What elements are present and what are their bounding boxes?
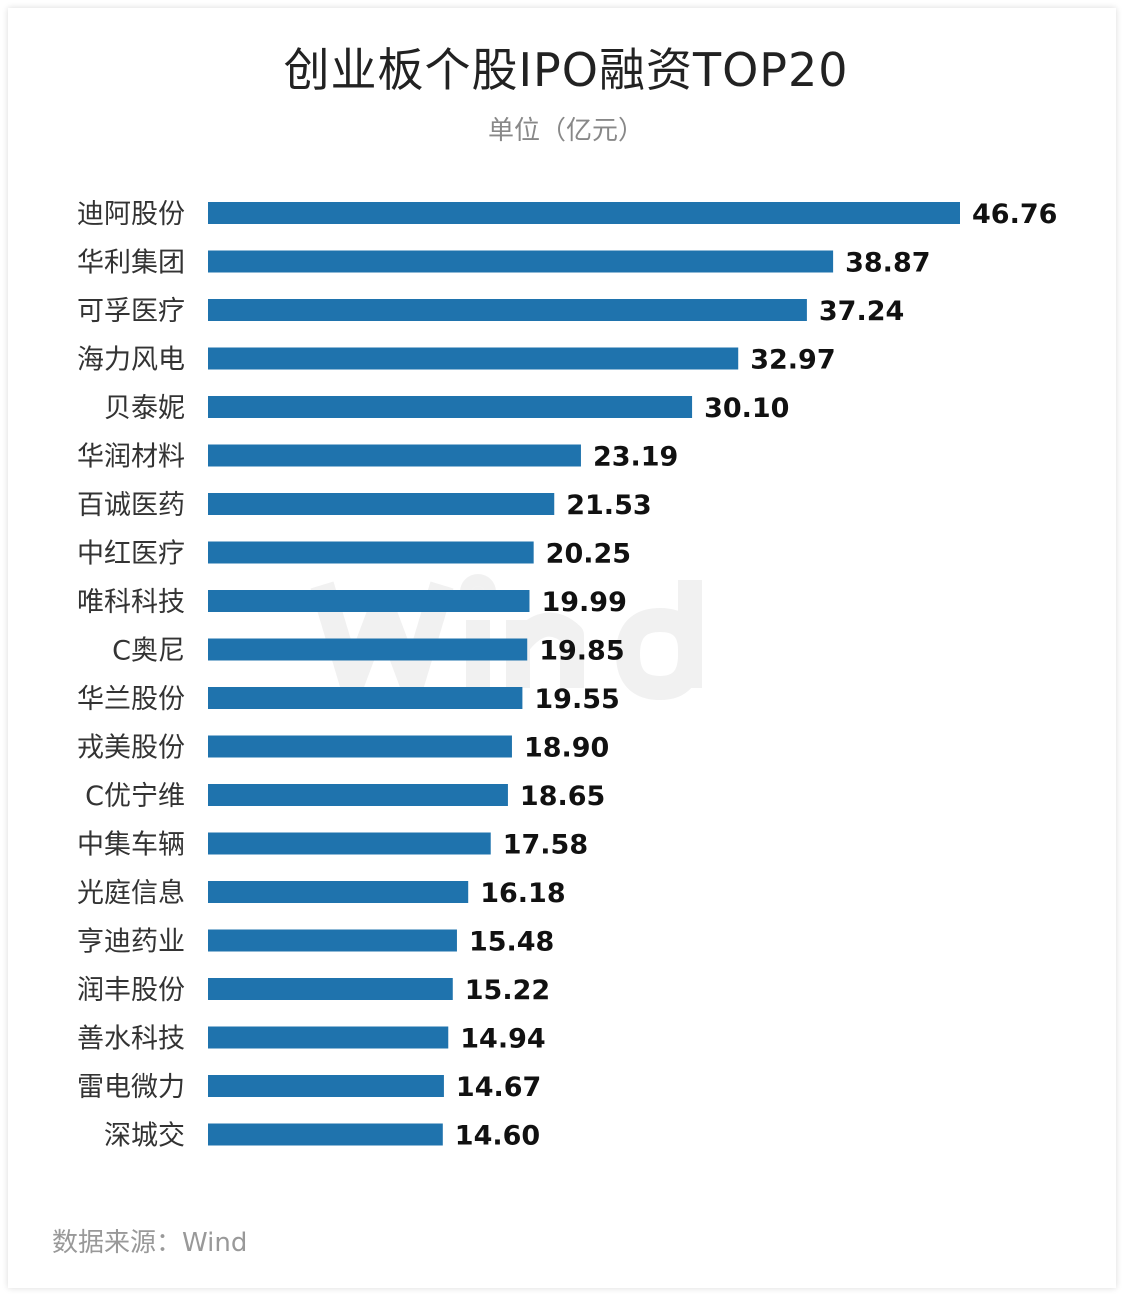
- category-label: 百诚医药: [77, 490, 185, 521]
- category-label: 海力风电: [77, 345, 185, 376]
- value-label: 38.87: [845, 248, 930, 279]
- value-label: 20.25: [546, 539, 631, 570]
- bar: [208, 881, 469, 903]
- bar: [208, 929, 457, 952]
- bar: [208, 784, 508, 806]
- bar: [208, 347, 739, 370]
- value-label: 32.97: [750, 345, 835, 376]
- bar: [208, 735, 512, 758]
- bar: [208, 978, 453, 1000]
- value-label: 15.48: [469, 927, 554, 958]
- value-label: 18.65: [520, 781, 605, 812]
- bar: [208, 541, 534, 564]
- category-label: 戎美股份: [77, 733, 185, 764]
- value-label: 17.58: [503, 830, 588, 861]
- category-label: 善水科技: [77, 1024, 185, 1055]
- value-label: 15.22: [465, 975, 550, 1006]
- chart-subtitle: 单位（亿元）: [487, 116, 644, 146]
- value-label: 19.55: [534, 684, 619, 715]
- category-label: 可孚医疗: [77, 296, 185, 327]
- bar: [208, 1123, 443, 1146]
- category-label: 中红医疗: [77, 539, 185, 570]
- value-label: 23.19: [593, 442, 678, 473]
- category-label: C奥尼: [112, 636, 185, 667]
- bar: [208, 1026, 449, 1049]
- value-label: 19.99: [541, 587, 626, 618]
- category-label: 华润材料: [77, 442, 185, 473]
- category-label: 深城交: [104, 1121, 185, 1152]
- bar: [208, 590, 530, 612]
- category-label: 润丰股份: [77, 975, 185, 1006]
- value-label: 14.94: [460, 1024, 545, 1055]
- category-label: 华兰股份: [77, 684, 185, 715]
- bar: [208, 687, 523, 709]
- bar: [208, 444, 581, 467]
- category-label: 光庭信息: [77, 878, 185, 909]
- category-label: 雷电微力: [77, 1072, 185, 1103]
- bar: [208, 1075, 444, 1097]
- value-label: 46.76: [972, 199, 1057, 230]
- bar: [208, 832, 491, 855]
- category-label: 亨迪药业: [77, 927, 185, 958]
- value-label: 30.10: [704, 393, 789, 424]
- bar: [208, 299, 807, 321]
- source-note: 数据来源：Wind: [52, 1228, 248, 1258]
- category-label: 华利集团: [77, 248, 185, 279]
- bar: [208, 250, 834, 273]
- category-label: C优宁维: [85, 781, 185, 812]
- value-label: 18.90: [524, 733, 609, 764]
- value-label: 19.85: [539, 636, 624, 667]
- bar: [208, 202, 960, 224]
- value-label: 37.24: [819, 296, 904, 327]
- value-label: 14.60: [455, 1121, 540, 1152]
- value-label: 21.53: [566, 490, 651, 521]
- category-label: 迪阿股份: [77, 199, 185, 230]
- bar: [208, 493, 555, 515]
- bar: [208, 396, 693, 418]
- value-label: 16.18: [480, 878, 565, 909]
- bar: [208, 638, 528, 661]
- chart-title: 创业板个股IPO融资TOP20: [283, 43, 849, 97]
- category-label: 中集车辆: [77, 830, 185, 861]
- value-label: 14.67: [456, 1072, 541, 1103]
- category-label: 贝泰妮: [104, 393, 185, 424]
- category-label: 唯科科技: [77, 587, 185, 618]
